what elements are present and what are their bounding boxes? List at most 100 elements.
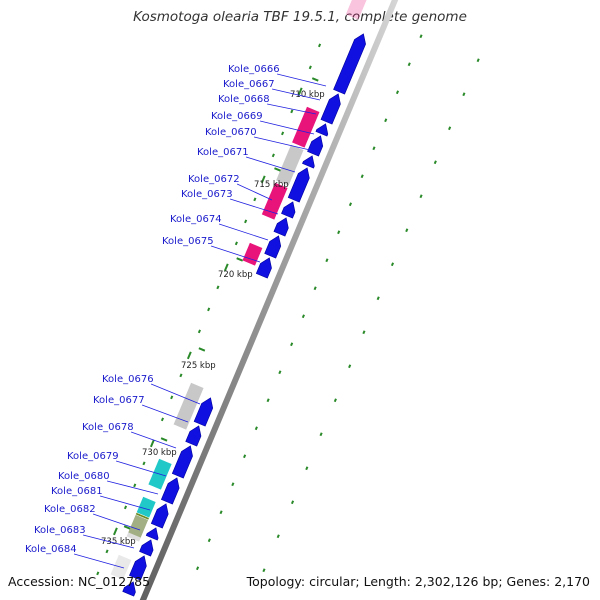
- gene-label: Kole_0666: [228, 64, 280, 75]
- gc-mark: [297, 87, 303, 96]
- scale-label: 730 kbp: [142, 448, 177, 458]
- cds-arrow: [171, 445, 193, 479]
- gc-mark: [196, 566, 200, 571]
- gene-leader-line: [141, 404, 189, 423]
- scale-tick: [311, 77, 319, 82]
- cds-arrow: [281, 201, 296, 219]
- gc-mark: [170, 395, 174, 400]
- genome-backbone: [139, 0, 399, 600]
- cds-arrow: [287, 167, 310, 203]
- gene-label-layer: Kole_0666 Kole_0667 Kole_0668 Kole_0669 Kole…: [25, 64, 327, 569]
- backbone-line: [139, 0, 399, 600]
- gc-mark: [179, 373, 183, 378]
- cds-arrow: [273, 217, 289, 237]
- gc-mark: [160, 417, 165, 422]
- gc-mark: [360, 174, 364, 179]
- cds-arrow: [307, 135, 324, 157]
- gene-leader-line: [277, 73, 327, 87]
- gc-mark: [207, 307, 211, 312]
- gc-mark: [142, 461, 146, 466]
- gc-mark: [149, 439, 155, 448]
- gc-mark: [271, 153, 275, 158]
- gc-mark: [223, 263, 229, 272]
- gc-mark: [305, 466, 309, 471]
- gc-mark: [276, 534, 280, 539]
- gc-mark: [313, 286, 317, 291]
- gene-leader-line: [267, 103, 317, 115]
- gc-mark: [254, 426, 258, 431]
- cog-box: [125, 514, 149, 543]
- gc-mark: [384, 118, 388, 123]
- gc-mark: [448, 126, 452, 131]
- topology-text: Topology: circular; Length: 2,302,126 bp…: [246, 574, 590, 589]
- gc-mark: [325, 258, 329, 263]
- gc-mark: [462, 92, 466, 97]
- gc-mark: [419, 194, 423, 199]
- cog-box: [345, 0, 368, 21]
- cds-arrow: [255, 257, 272, 279]
- scale-track: 710 kbp 715 kbp 720 kbp 725 kbp 730 kbp 735 k…: [101, 77, 325, 547]
- cds-arrow: [160, 477, 180, 505]
- cog-box: [241, 242, 263, 267]
- gc-mark: [390, 262, 395, 267]
- gc-mark: [290, 342, 294, 347]
- gene-label: Kole_0675: [162, 236, 214, 247]
- gc-mark: [372, 146, 376, 151]
- scale-label: 735 kbp: [101, 537, 136, 547]
- gc-mark: [219, 510, 223, 515]
- gene-label: Kole_0683: [34, 525, 86, 536]
- gene-label: Kole_0672: [188, 174, 240, 185]
- cds-arrow: [302, 155, 315, 169]
- gc-mark: [290, 109, 294, 114]
- gene-leader-line: [245, 156, 296, 173]
- gc-mark: [266, 398, 270, 403]
- cds-arrow: [129, 555, 147, 581]
- gc-mark: [308, 65, 312, 70]
- cds-arrow: [145, 527, 159, 541]
- gc-mark: [123, 505, 128, 510]
- gene-leader-line: [236, 183, 273, 201]
- gc-mark: [419, 34, 423, 39]
- gene-leader-line: [130, 431, 177, 449]
- gc-mark: [317, 43, 322, 48]
- gene-leader-line: [254, 136, 311, 151]
- gc-mark: [319, 432, 323, 437]
- gc-mark: [362, 330, 366, 335]
- gc-mark: [405, 228, 409, 233]
- gene-label: Kole_0684: [25, 544, 77, 555]
- gc-mark: [348, 202, 352, 207]
- gc-mark: [278, 370, 282, 375]
- gc-mark: [301, 314, 305, 319]
- gene-label: Kole_0682: [44, 504, 96, 515]
- gc-mark: [376, 296, 380, 301]
- gene-leader-line: [272, 88, 321, 101]
- gc-mark: [260, 175, 266, 184]
- scale-label: 720 kbp: [218, 270, 253, 280]
- gene-label: Kole_0674: [170, 214, 222, 225]
- gene-leader-line: [260, 120, 315, 135]
- gc-mark: [333, 398, 337, 403]
- gc-mark: [207, 538, 211, 543]
- cog-box: [291, 106, 321, 149]
- cds-track: [122, 33, 366, 597]
- gc-mark: [113, 527, 118, 536]
- gene-leader-line: [210, 245, 261, 263]
- scale-tick: [236, 257, 244, 262]
- gc-mark: [290, 500, 295, 505]
- scale-tick: [160, 437, 168, 442]
- gene-label: Kole_0681: [51, 486, 103, 497]
- gene-label: Kole_0669: [211, 111, 263, 122]
- cds-arrow: [315, 123, 329, 137]
- gc-mark: [186, 351, 192, 360]
- gc-mark: [231, 482, 235, 487]
- scale-tick: [274, 167, 281, 172]
- cds-arrow: [185, 425, 202, 447]
- gene-label: Kole_0676: [102, 374, 154, 385]
- cds-arrow: [320, 93, 341, 125]
- gc-mark: [407, 62, 411, 67]
- gene-leader-line: [107, 480, 159, 495]
- cds-arrow: [264, 235, 282, 259]
- cog-box: [172, 382, 205, 431]
- gc-mark: [281, 131, 285, 136]
- accession-text: Accession: NC_012785: [8, 574, 151, 589]
